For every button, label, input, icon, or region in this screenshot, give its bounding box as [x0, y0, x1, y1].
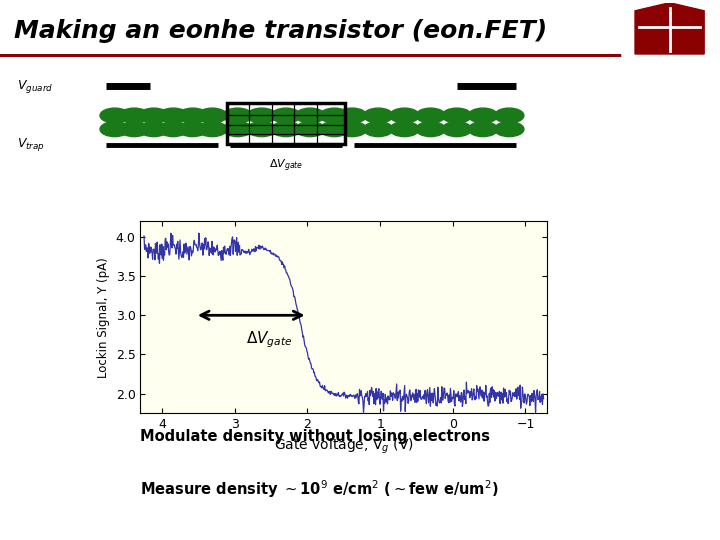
Y-axis label: Lockin Signal, Y (pA): Lockin Signal, Y (pA) — [97, 257, 110, 377]
Ellipse shape — [100, 122, 130, 137]
Ellipse shape — [364, 122, 393, 137]
Ellipse shape — [222, 122, 252, 137]
Ellipse shape — [178, 108, 207, 123]
Ellipse shape — [468, 108, 498, 123]
Ellipse shape — [120, 122, 149, 137]
Ellipse shape — [178, 122, 207, 137]
Ellipse shape — [139, 122, 168, 137]
X-axis label: Gate voltage, V$_g$ (V): Gate voltage, V$_g$ (V) — [274, 436, 414, 456]
Ellipse shape — [295, 108, 325, 123]
Ellipse shape — [271, 108, 301, 123]
Ellipse shape — [416, 122, 446, 137]
Text: $\Delta V_{gate}$: $\Delta V_{gate}$ — [269, 158, 303, 174]
Ellipse shape — [390, 122, 419, 137]
Ellipse shape — [442, 108, 472, 123]
Bar — [227, 103, 345, 144]
Polygon shape — [635, 3, 704, 54]
Ellipse shape — [158, 108, 188, 123]
Ellipse shape — [247, 108, 276, 123]
Text: $V_{guard}$: $V_{guard}$ — [17, 78, 53, 95]
Ellipse shape — [197, 108, 227, 123]
Ellipse shape — [416, 108, 446, 123]
Ellipse shape — [197, 122, 227, 137]
Ellipse shape — [222, 108, 252, 123]
Ellipse shape — [495, 108, 524, 123]
Ellipse shape — [495, 122, 524, 137]
Ellipse shape — [100, 108, 130, 123]
Text: $V_{trap}$: $V_{trap}$ — [17, 136, 45, 153]
Ellipse shape — [338, 108, 367, 123]
Ellipse shape — [295, 122, 325, 137]
Ellipse shape — [468, 122, 498, 137]
Ellipse shape — [139, 108, 168, 123]
Text: Modulate density without losing electrons: Modulate density without losing electron… — [140, 429, 490, 444]
Ellipse shape — [247, 122, 276, 137]
Ellipse shape — [390, 108, 419, 123]
Ellipse shape — [158, 122, 188, 137]
Text: Measure density $\sim$10$^9$ e/cm$^2$ ($\sim$few e/um$^2$): Measure density $\sim$10$^9$ e/cm$^2$ ($… — [140, 478, 499, 500]
Ellipse shape — [320, 108, 349, 123]
Ellipse shape — [120, 108, 149, 123]
Ellipse shape — [364, 108, 393, 123]
Text: $\Delta V_{gate}$: $\Delta V_{gate}$ — [246, 329, 292, 350]
Ellipse shape — [442, 122, 472, 137]
Ellipse shape — [338, 122, 367, 137]
Ellipse shape — [320, 122, 349, 137]
Ellipse shape — [271, 122, 301, 137]
Text: Making an eonhe transistor (eon.FET): Making an eonhe transistor (eon.FET) — [14, 19, 547, 43]
